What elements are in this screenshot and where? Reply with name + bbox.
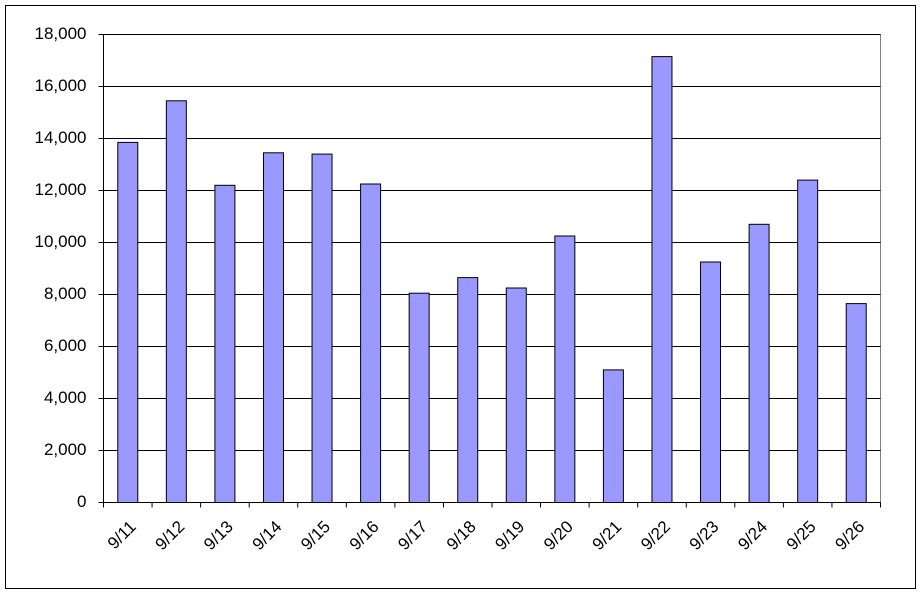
y-tick-label: 10,000	[35, 232, 87, 251]
bar	[214, 184, 236, 504]
bar	[408, 292, 430, 504]
y-tick-label: 0	[77, 492, 86, 511]
bar	[165, 100, 187, 504]
bar	[554, 235, 576, 503]
bar	[651, 56, 673, 503]
y-tick-label: 18,000	[35, 24, 87, 43]
bar	[360, 183, 382, 503]
bar	[311, 153, 333, 503]
y-tick-label: 16,000	[35, 76, 87, 95]
y-tick-label: 2,000	[44, 440, 87, 459]
y-tick-label: 8,000	[44, 284, 87, 303]
bar	[117, 141, 139, 503]
bar	[700, 261, 722, 503]
y-tick-label: 4,000	[44, 388, 87, 407]
bar	[505, 287, 527, 503]
bar	[262, 152, 284, 504]
bar	[457, 277, 479, 503]
y-tick-label: 14,000	[35, 128, 87, 147]
bar	[797, 179, 819, 503]
y-tick-label: 12,000	[35, 180, 87, 199]
bar	[602, 369, 624, 503]
bar	[845, 303, 867, 503]
y-tick-label: 6,000	[44, 336, 87, 355]
bar	[748, 223, 770, 504]
